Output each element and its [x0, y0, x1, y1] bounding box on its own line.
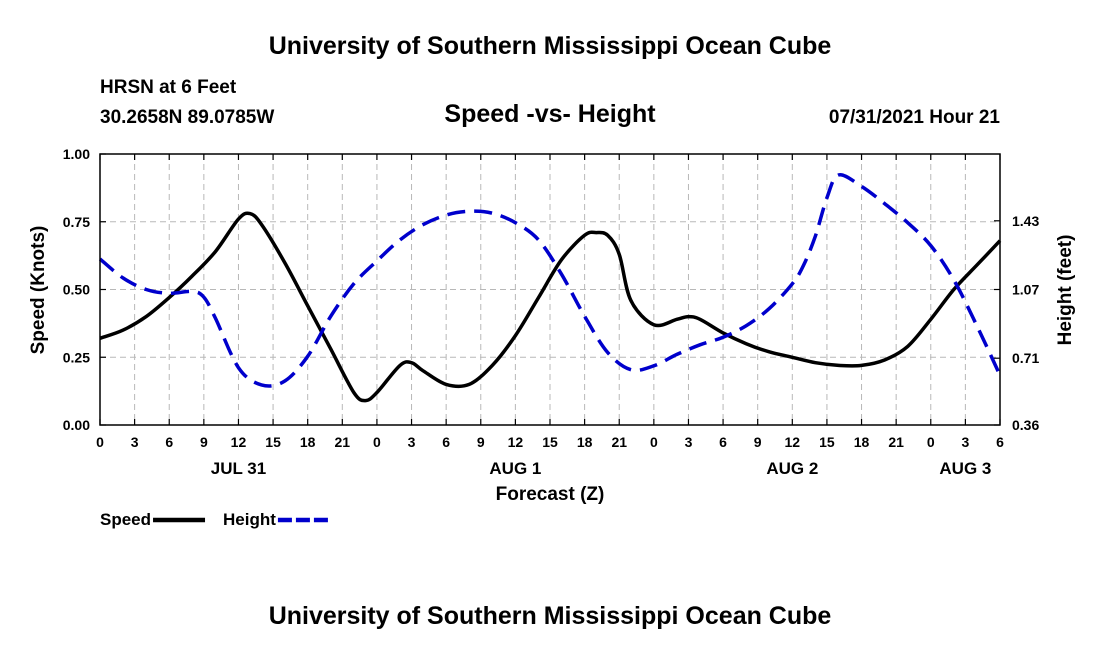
x-tick-label: 3: [408, 434, 416, 450]
x-tick-label: 0: [650, 434, 658, 450]
x-tick-label: 6: [165, 434, 173, 450]
x-tick-label: 12: [231, 434, 247, 450]
y2-tick-label: 1.43: [1012, 213, 1039, 229]
x-tick-label: 18: [300, 434, 316, 450]
x-tick-label: 9: [477, 434, 485, 450]
x-tick-label: 0: [927, 434, 935, 450]
y-axis-label: Speed (Knots): [28, 226, 49, 355]
x-tick-label: 0: [373, 434, 381, 450]
x-tick-label: 15: [542, 434, 558, 450]
legend-label-speed: Speed: [100, 510, 151, 529]
chart-grid: [100, 154, 1000, 425]
x-tick-label: 6: [996, 434, 1004, 450]
series-line-speed: [99, 211, 1002, 403]
y2-tick-label: 0.71: [1012, 350, 1039, 366]
station-label: HRSN at 6 Feet: [100, 77, 237, 98]
x-date-label: AUG 2: [766, 459, 818, 478]
x-date-label: AUG 1: [489, 459, 541, 478]
legend-label-height: Height: [223, 510, 276, 529]
x-tick-label: 18: [854, 434, 870, 450]
page-title: University of Southern Mississippi Ocean…: [268, 32, 832, 60]
series-line-height: [98, 173, 1002, 388]
x-tick-label: 9: [200, 434, 208, 450]
forecast-datetime: 07/31/2021 Hour 21: [828, 107, 1000, 128]
footer-title: University of Southern Mississippi Ocean…: [268, 602, 832, 630]
chart-legend: Speed Height: [100, 510, 330, 529]
x-date-label: AUG 3: [939, 459, 991, 478]
y-tick-label: 0.50: [63, 282, 90, 298]
x-date-label: JUL 31: [211, 459, 266, 478]
x-tick-label: 3: [961, 434, 969, 450]
y-tick-label: 0.75: [63, 214, 90, 230]
x-tick-label: 21: [335, 434, 351, 450]
x-tick-label: 6: [719, 434, 727, 450]
chart-title: Speed -vs- Height: [444, 100, 656, 128]
y2-axis-label: Height (feet): [1055, 235, 1076, 346]
x-tick-label: 21: [888, 434, 904, 450]
y-tick-label: 0.25: [63, 349, 90, 365]
y2-tick-label: 1.07: [1012, 282, 1039, 298]
x-tick-label: 3: [685, 434, 693, 450]
x-tick-label: 15: [265, 434, 281, 450]
x-tick-label: 15: [819, 434, 835, 450]
x-tick-label: 0: [96, 434, 104, 450]
x-tick-label: 12: [785, 434, 801, 450]
y2-tick-label: 0.36: [1012, 417, 1039, 433]
x-tick-label: 12: [508, 434, 524, 450]
x-tick-label: 18: [577, 434, 593, 450]
x-tick-label: 9: [754, 434, 762, 450]
x-axis-label: Forecast (Z): [496, 484, 605, 505]
x-tick-label: 21: [611, 434, 627, 450]
y-tick-label: 0.00: [63, 417, 90, 433]
x-tick-label: 6: [442, 434, 450, 450]
x-tick-label: 3: [131, 434, 139, 450]
y-tick-label: 1.00: [63, 146, 90, 162]
station-coordinates: 30.2658N 89.0785W: [100, 107, 275, 128]
